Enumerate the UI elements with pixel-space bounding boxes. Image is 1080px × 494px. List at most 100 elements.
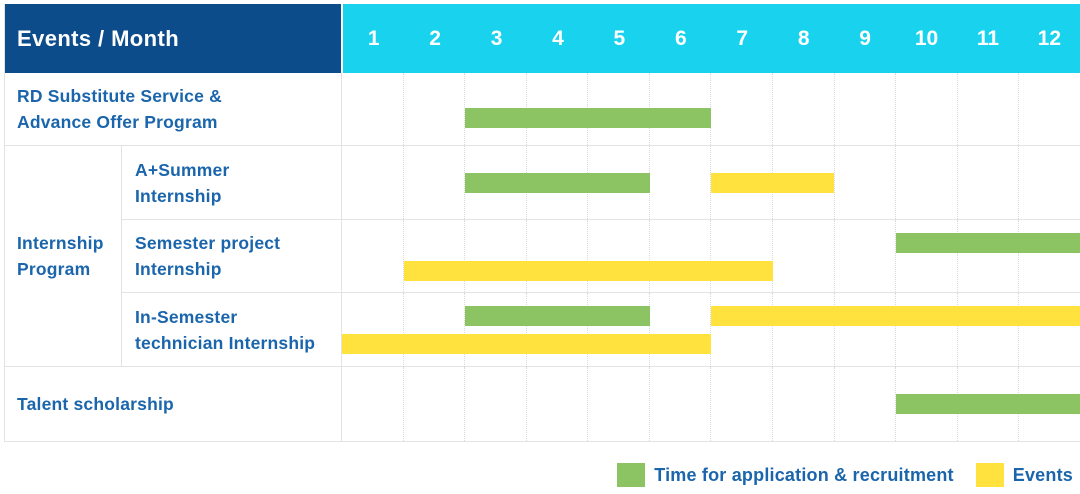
month-gridline-col [833, 220, 896, 292]
month-header-1: 1 [367, 26, 380, 50]
month-header-row: 1 2 3 4 5 6 7 8 9 10 11 12 [341, 4, 1080, 73]
header-events-cell: Events / Month [5, 4, 341, 73]
month-gridline-col [648, 146, 711, 219]
row-group-internship-program: Internship Program A+Summer Internship Semes… [5, 146, 1080, 367]
month-gridline-col [342, 220, 403, 292]
month-gridline-col [956, 220, 1019, 292]
month-gridline-col [956, 293, 1019, 367]
chart-cell [341, 73, 1080, 145]
table-subrow: In-Semester technician Internship [122, 293, 1080, 367]
month-gridline-col [464, 293, 526, 367]
legend-item-events: Events [975, 463, 1073, 487]
table-subrow: A+Summer Internship [122, 146, 1080, 220]
month-header-3: 3 [490, 26, 503, 50]
row-label-line: Program [17, 259, 91, 279]
month-gridline-col [587, 293, 649, 367]
row-label-line: Talent scholarship [17, 394, 174, 414]
row-label-line: technician Internship [135, 333, 316, 353]
group-label-cell: Internship Program [5, 146, 122, 366]
month-header-8: 8 [797, 26, 810, 50]
row-label-line: In-Semester [135, 307, 238, 327]
month-gridline-col [402, 73, 465, 145]
month-gridline-col [342, 293, 403, 367]
events-color-swatch [975, 463, 1004, 487]
month-gridline-col [895, 73, 957, 145]
month-gridline-col [833, 367, 896, 441]
month-header-7: 7 [736, 26, 749, 50]
gantt-bar-event [342, 334, 711, 354]
gantt-bar-application [895, 233, 1080, 253]
chart-cell [341, 146, 1080, 219]
month-gridline-col [587, 367, 649, 441]
gantt-bar-event [403, 261, 773, 281]
table-header-row: Events / Month 1 2 3 4 5 6 7 8 9 10 11 12 [5, 4, 1080, 73]
month-gridline-col [895, 146, 957, 219]
month-gridline-col [956, 146, 1019, 219]
month-gridline-col [525, 293, 588, 367]
month-gridline-col [648, 367, 711, 441]
subrow-label-cell: A+Summer Internship [122, 146, 341, 219]
month-gridline-col [1018, 293, 1080, 367]
row-label-cell: RD Substitute Service & Advance Offer Pro… [5, 73, 341, 145]
month-gridline-col [525, 367, 588, 441]
month-header-2: 2 [429, 26, 441, 50]
table-row: RD Substitute Service & Advance Offer Pro… [5, 73, 1080, 146]
month-gridline-col [710, 367, 772, 441]
month-gridline-col [648, 220, 711, 292]
month-header-4: 4 [552, 26, 564, 50]
legend-label-application: Time for application & recruitment [654, 464, 954, 485]
month-header-11: 11 [976, 26, 1000, 50]
month-gridline-col [648, 293, 711, 367]
month-gridline-col [464, 220, 526, 292]
table-subrow: Semester project Internship [122, 220, 1080, 293]
month-gridline-col [833, 146, 896, 219]
legend: Time for application & recruitment Event… [617, 463, 1073, 487]
row-label-line: RD Substitute Service & [17, 86, 222, 106]
row-label-line: Internship [17, 233, 104, 253]
gantt-bar-application [465, 172, 650, 193]
row-label-line: A+Summer [135, 159, 230, 180]
page-title: Events / Month [17, 25, 180, 51]
month-gridline-col [710, 73, 772, 145]
row-label-line: Semester project [135, 233, 281, 253]
month-gridline-col [1018, 146, 1080, 219]
gantt-bar-application [465, 108, 711, 128]
gantt-bar-event [711, 172, 834, 193]
row-label-cell: Talent scholarship [5, 367, 341, 441]
month-gridline-col [402, 293, 465, 367]
month-header-10: 10 [914, 26, 939, 50]
month-gridline-col [1018, 73, 1080, 145]
gantt-body: RD Substitute Service & Advance Offer Pro… [5, 73, 1080, 442]
month-gridline-col [402, 146, 465, 219]
legend-item-application: Time for application & recruitment [617, 463, 954, 487]
events-month-gantt-table: Events / Month 1 2 3 4 5 6 7 8 9 10 11 12 RD Substi… [4, 4, 1080, 442]
month-gridline-col [342, 146, 403, 219]
chart-cell [341, 367, 1080, 441]
month-gridline-col [710, 293, 772, 367]
chart-cell [341, 293, 1080, 367]
month-gridline-col [464, 73, 526, 145]
month-header-9: 9 [859, 26, 871, 50]
month-gridline-col [895, 220, 957, 292]
month-gridline-col [1018, 220, 1080, 292]
month-header-12: 12 [1037, 26, 1062, 50]
month-gridline-col [342, 73, 403, 145]
application-color-swatch [617, 463, 646, 487]
legend-label-events: Events [1012, 464, 1073, 485]
subrow-label-cell: Semester project Internship [122, 220, 341, 292]
month-gridline-col [710, 220, 772, 292]
month-gridline-col [833, 73, 896, 145]
month-gridline-col [772, 367, 834, 441]
month-header-5: 5 [613, 26, 626, 50]
month-gridline-col [895, 293, 957, 367]
month-gridline-col [587, 220, 649, 292]
month-gridline-col [342, 367, 403, 441]
row-label-line: Internship [135, 185, 222, 206]
month-gridline-col [772, 73, 834, 145]
chart-cell [341, 220, 1080, 292]
table-row: Talent scholarship [5, 367, 1080, 442]
gantt-bar-application [895, 394, 1080, 414]
month-gridline-col [833, 293, 896, 367]
month-gridline-col [956, 73, 1019, 145]
